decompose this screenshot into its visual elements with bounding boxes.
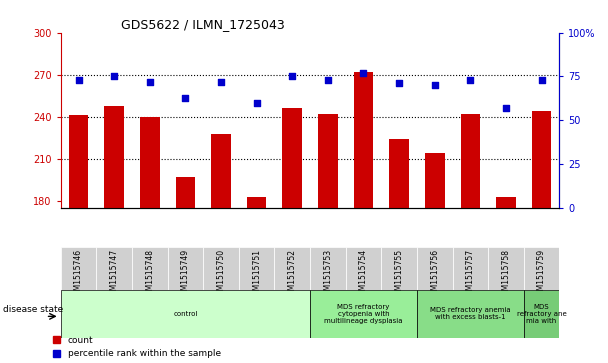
Point xyxy=(323,77,333,83)
FancyBboxPatch shape xyxy=(452,247,488,290)
FancyBboxPatch shape xyxy=(417,290,523,338)
Point xyxy=(145,79,154,85)
Point xyxy=(288,74,297,79)
Text: GSM1515753: GSM1515753 xyxy=(323,249,333,300)
FancyBboxPatch shape xyxy=(132,247,168,290)
Legend: count, percentile rank within the sample: count, percentile rank within the sample xyxy=(53,336,221,359)
Text: GSM1515748: GSM1515748 xyxy=(145,249,154,300)
Point xyxy=(466,77,475,83)
FancyBboxPatch shape xyxy=(346,247,381,290)
Point xyxy=(430,82,440,88)
FancyBboxPatch shape xyxy=(239,247,274,290)
Text: control: control xyxy=(173,311,198,317)
Point xyxy=(181,95,190,101)
Bar xyxy=(283,109,302,208)
FancyBboxPatch shape xyxy=(274,247,310,290)
Text: GSM1515754: GSM1515754 xyxy=(359,249,368,300)
Text: GSM1515759: GSM1515759 xyxy=(537,249,546,300)
Bar xyxy=(425,153,444,208)
Point xyxy=(537,77,547,83)
FancyBboxPatch shape xyxy=(310,247,346,290)
Point xyxy=(501,105,511,111)
Text: GSM1515747: GSM1515747 xyxy=(109,249,119,300)
FancyBboxPatch shape xyxy=(203,247,239,290)
Bar xyxy=(496,197,516,208)
Bar xyxy=(105,106,124,208)
FancyBboxPatch shape xyxy=(168,247,203,290)
Text: MDS
refractory ane
mia with: MDS refractory ane mia with xyxy=(517,304,567,324)
Text: GSM1515757: GSM1515757 xyxy=(466,249,475,300)
Text: MDS refractory
cytopenia with
multilineage dysplasia: MDS refractory cytopenia with multilinea… xyxy=(324,304,402,324)
FancyBboxPatch shape xyxy=(61,290,310,338)
Bar xyxy=(247,197,266,208)
Point xyxy=(109,74,119,79)
FancyBboxPatch shape xyxy=(310,290,417,338)
FancyBboxPatch shape xyxy=(61,247,97,290)
FancyBboxPatch shape xyxy=(381,247,417,290)
Bar xyxy=(69,115,88,208)
FancyBboxPatch shape xyxy=(523,290,559,338)
Text: GSM1515750: GSM1515750 xyxy=(216,249,226,300)
Bar xyxy=(389,139,409,208)
Text: GSM1515755: GSM1515755 xyxy=(395,249,404,300)
Bar xyxy=(140,117,160,208)
Text: GSM1515749: GSM1515749 xyxy=(181,249,190,300)
FancyBboxPatch shape xyxy=(417,247,452,290)
Bar xyxy=(176,177,195,208)
Bar xyxy=(460,114,480,208)
FancyBboxPatch shape xyxy=(523,247,559,290)
Text: GSM1515746: GSM1515746 xyxy=(74,249,83,300)
Text: GSM1515758: GSM1515758 xyxy=(502,249,511,300)
Text: MDS refractory anemia
with excess blasts-1: MDS refractory anemia with excess blasts… xyxy=(430,307,511,321)
Bar xyxy=(211,134,231,208)
Point xyxy=(74,77,83,83)
FancyBboxPatch shape xyxy=(488,247,523,290)
Text: GSM1515751: GSM1515751 xyxy=(252,249,261,300)
Text: GSM1515752: GSM1515752 xyxy=(288,249,297,300)
Bar xyxy=(354,72,373,208)
Bar xyxy=(318,114,337,208)
Point xyxy=(216,79,226,85)
Point xyxy=(394,81,404,86)
Text: GSM1515756: GSM1515756 xyxy=(430,249,439,300)
Bar xyxy=(532,111,551,208)
FancyBboxPatch shape xyxy=(97,247,132,290)
Point xyxy=(359,70,368,76)
Text: disease state: disease state xyxy=(3,305,63,314)
Text: GDS5622 / ILMN_1725043: GDS5622 / ILMN_1725043 xyxy=(120,19,285,32)
Point xyxy=(252,100,261,106)
